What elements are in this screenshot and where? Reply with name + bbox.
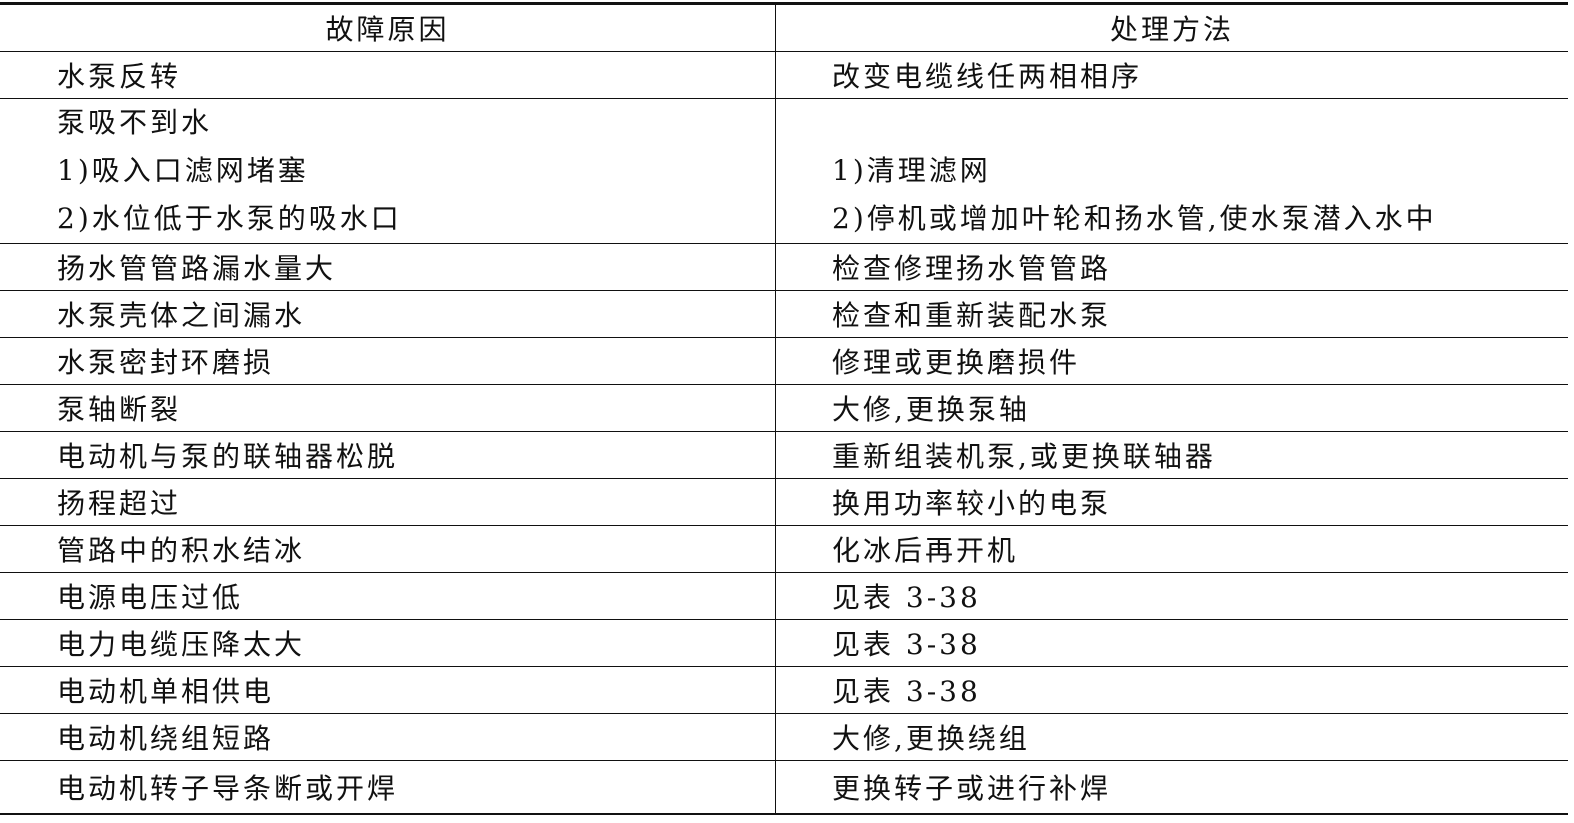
method-text: 见表 3-38: [832, 675, 981, 708]
table-row: 电动机转子导条断或开焊 更换转子或进行补焊: [0, 760, 1568, 815]
cause-text: 电源电压过低: [57, 581, 244, 614]
method-cell: 大修,更换泵轴: [775, 384, 1568, 432]
header-method: 处理方法: [775, 2, 1568, 52]
cause-cell: 电动机转子导条断或开焊: [0, 760, 776, 815]
header-row: 故障原因 处理方法: [0, 2, 1568, 52]
table-row: 水泵密封环磨损 修理或更换磨损件: [0, 337, 1568, 385]
table-row: 电动机单相供电 见表 3-38: [0, 666, 1568, 714]
cause-cell: 水泵反转: [0, 51, 776, 99]
cause-text: 泵吸不到水: [57, 106, 213, 139]
cause-cell: 扬程超过: [0, 478, 776, 526]
method-text: [832, 99, 1568, 147]
method-cell: 见表 3-38: [775, 572, 1568, 620]
method-cell: 大修,更换绕组: [775, 713, 1568, 761]
cause-text: 电力电缆压降太大: [57, 628, 306, 661]
table-row: 扬水管管路漏水量大 检查修理扬水管管路: [0, 243, 1568, 291]
method-text: 大修,更换泵轴: [832, 393, 1030, 426]
cause-text: 1)吸入口滤网堵塞: [57, 154, 309, 187]
table-row: 电力电缆压降太大 见表 3-38: [0, 619, 1568, 667]
table-row: 管路中的积水结冰 化冰后再开机: [0, 525, 1568, 573]
cause-cell: 泵轴断裂: [0, 384, 776, 432]
method-text: 见表 3-38: [832, 581, 981, 614]
cause-cell: 水泵密封环磨损: [0, 337, 776, 385]
method-text: 修理或更换磨损件: [832, 346, 1081, 379]
cause-text: 电动机转子导条断或开焊: [57, 772, 399, 805]
cause-cell: 电源电压过低: [0, 572, 776, 620]
cause-cell: 管路中的积水结冰: [0, 525, 776, 573]
method-cell: 修理或更换磨损件: [775, 337, 1568, 385]
cause-text: 水泵壳体之间漏水: [57, 299, 306, 332]
cause-text: 2)水位低于水泵的吸水口: [57, 202, 402, 235]
cause-text: 泵轴断裂: [57, 393, 182, 426]
method-cell: 换用功率较小的电泵: [775, 478, 1568, 526]
cause-text: 扬程超过: [57, 487, 182, 520]
table-row: 电动机与泵的联轴器松脱 重新组装机泵,或更换联轴器: [0, 431, 1568, 479]
cause-text: 水泵密封环磨损: [57, 346, 275, 379]
method-cell: 1)清理滤网 2)停机或增加叶轮和扬水管,使水泵潜入水中: [775, 98, 1568, 244]
method-cell: 见表 3-38: [775, 666, 1568, 714]
method-text: 1)清理滤网: [832, 154, 991, 187]
table-row: 扬程超过 换用功率较小的电泵: [0, 478, 1568, 526]
method-text: 检查和重新装配水泵: [832, 299, 1112, 332]
method-cell: 改变电缆线任两相相序: [775, 51, 1568, 99]
cause-cell: 电动机与泵的联轴器松脱: [0, 431, 776, 479]
cause-cell: 扬水管管路漏水量大: [0, 243, 776, 291]
cause-cell: 水泵壳体之间漏水: [0, 290, 776, 338]
cause-text: 电动机绕组短路: [57, 722, 275, 755]
table-row: 水泵壳体之间漏水 检查和重新装配水泵: [0, 290, 1568, 338]
table-row: 电源电压过低 见表 3-38: [0, 572, 1568, 620]
cause-cell: 电力电缆压降太大: [0, 619, 776, 667]
cause-text: 电动机单相供电: [57, 675, 275, 708]
method-text: 重新组装机泵,或更换联轴器: [832, 440, 1216, 473]
cause-text: 管路中的积水结冰: [57, 534, 306, 567]
method-cell: 化冰后再开机: [775, 525, 1568, 573]
table-row: 电动机绕组短路 大修,更换绕组: [0, 713, 1568, 761]
method-text: 见表 3-38: [832, 628, 981, 661]
cause-text: 电动机与泵的联轴器松脱: [57, 440, 399, 473]
cause-cell: 电动机单相供电: [0, 666, 776, 714]
method-text: 改变电缆线任两相相序: [832, 60, 1143, 93]
method-cell: 见表 3-38: [775, 619, 1568, 667]
cause-cell: 泵吸不到水 1)吸入口滤网堵塞 2)水位低于水泵的吸水口: [0, 98, 776, 244]
table-row: 泵吸不到水 1)吸入口滤网堵塞 2)水位低于水泵的吸水口 1)清理滤网 2)停机或增加叶…: [0, 98, 1568, 244]
method-text: 2)停机或增加叶轮和扬水管,使水泵潜入水中: [832, 202, 1437, 235]
cause-text: 扬水管管路漏水量大: [57, 252, 337, 285]
method-text: 大修,更换绕组: [832, 722, 1030, 755]
method-cell: 检查修理扬水管管路: [775, 243, 1568, 291]
table-row: 水泵反转 改变电缆线任两相相序: [0, 51, 1568, 99]
method-cell: 检查和重新装配水泵: [775, 290, 1568, 338]
cause-text: 水泵反转: [57, 60, 182, 93]
method-text: 换用功率较小的电泵: [832, 487, 1112, 520]
table-row: 泵轴断裂 大修,更换泵轴: [0, 384, 1568, 432]
method-text: 化冰后再开机: [832, 534, 1019, 567]
method-cell: 重新组装机泵,或更换联轴器: [775, 431, 1568, 479]
method-text: 更换转子或进行补焊: [832, 772, 1112, 805]
cause-cell: 电动机绕组短路: [0, 713, 776, 761]
header-cause: 故障原因: [0, 2, 776, 52]
method-text: 检查修理扬水管管路: [832, 252, 1112, 285]
method-cell: 更换转子或进行补焊: [775, 760, 1568, 815]
